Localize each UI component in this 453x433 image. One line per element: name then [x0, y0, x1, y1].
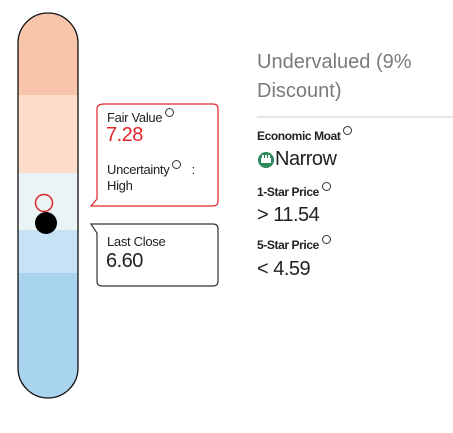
last-close-label: Last Close	[107, 234, 166, 249]
uncertainty-value: High	[107, 178, 133, 193]
fair-value-label-row: Fair Value	[107, 108, 175, 125]
fair-value-label: Fair Value	[107, 110, 163, 125]
info-icon	[321, 182, 331, 191]
moat-label-row: Economic Moat	[257, 126, 353, 143]
info-icon	[321, 235, 331, 244]
last-close-marker	[35, 212, 57, 234]
valuation-bar	[18, 13, 78, 398]
bar-outline	[17, 12, 79, 399]
five-star-label: 5-Star Price	[257, 238, 319, 252]
info-icon	[172, 160, 182, 169]
separator: :	[191, 162, 195, 177]
moat-label: Economic Moat	[257, 129, 341, 143]
moat-icon	[258, 152, 274, 168]
fair-value-marker	[34, 193, 54, 213]
five-star-label-row: 5-Star Price	[257, 235, 331, 252]
uncertainty-row: Uncertainty:	[107, 160, 195, 177]
last-close-value: 6.60	[106, 250, 143, 272]
last-close-callout	[89, 223, 219, 287]
fair-value-callout	[89, 103, 219, 207]
five-star-value: < 4.59	[257, 258, 311, 280]
fair-value: 7.28	[106, 124, 143, 146]
info-icon	[165, 108, 175, 117]
moat-value: Narrow	[275, 148, 337, 170]
uncertainty-label: Uncertainty	[107, 162, 170, 177]
valuation-title: Undervalued (9% Discount)	[257, 51, 412, 102]
info-icon	[343, 126, 353, 135]
one-star-label-row: 1-Star Price	[257, 182, 331, 199]
one-star-label: 1-Star Price	[257, 185, 319, 199]
one-star-value: > 11.54	[257, 204, 320, 226]
